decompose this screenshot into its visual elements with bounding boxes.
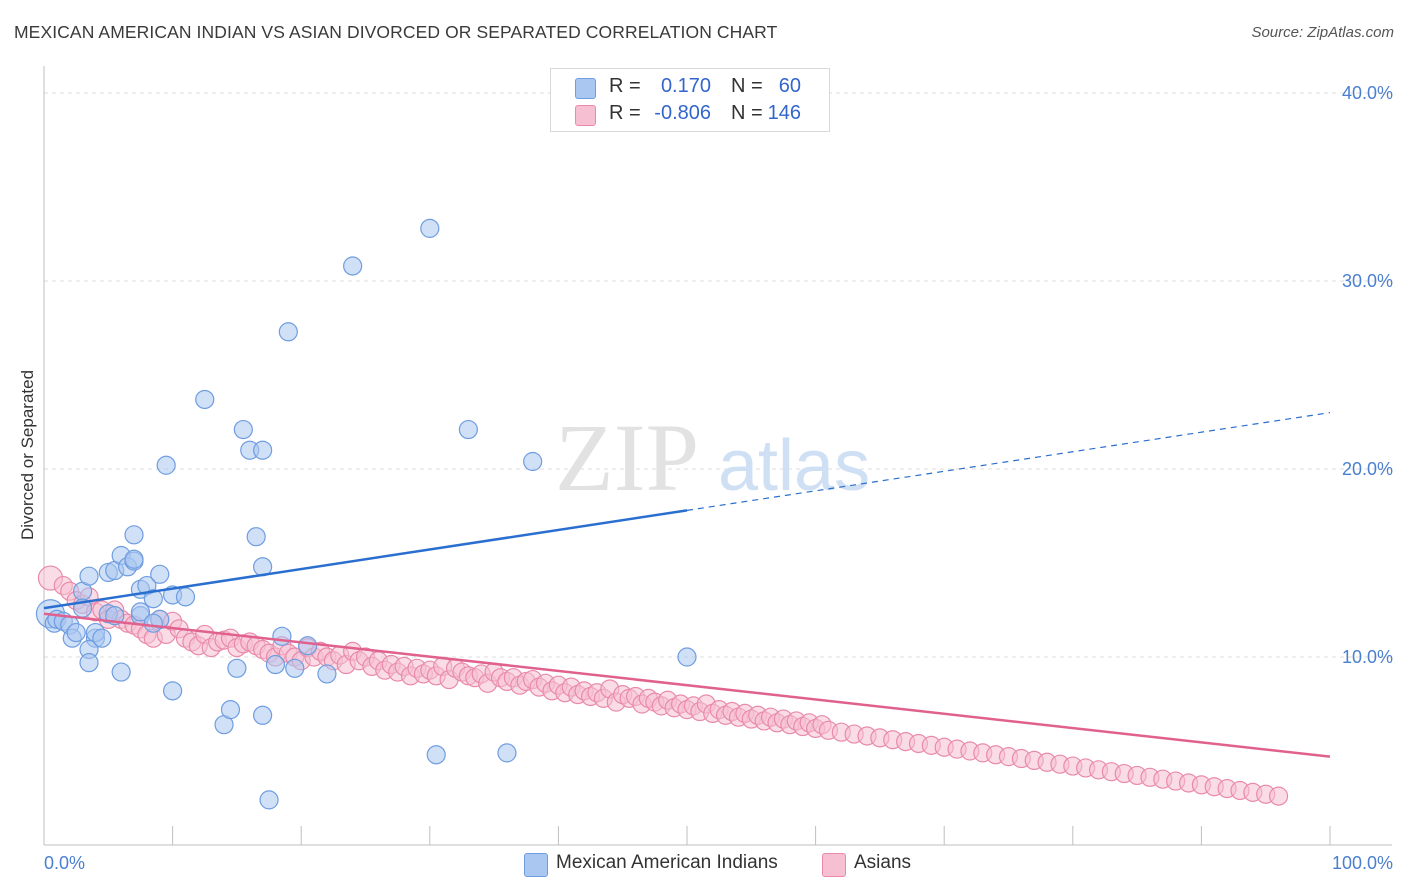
- y-tick-label: 10.0%: [1342, 647, 1393, 667]
- legend-n-value: 146: [767, 102, 801, 124]
- legend-n-label: N =: [731, 102, 763, 124]
- trend-line-asian: [43, 612, 1331, 758]
- trend-line-mexican-extrapolated: [686, 412, 1331, 511]
- y-tick-label: 20.0%: [1342, 459, 1393, 479]
- axes: [43, 66, 1392, 846]
- y-axis-title: Divorced or Separated: [18, 370, 37, 540]
- trend-lines: [43, 412, 1331, 758]
- data-point: [317, 664, 337, 684]
- data-point: [285, 658, 305, 678]
- legend-swatch-mexican: [575, 78, 596, 99]
- data-point: [426, 745, 446, 765]
- legend-label: Asians: [854, 852, 912, 873]
- trend-line-mexican: [43, 509, 688, 610]
- legend-label: Mexican American Indians: [556, 852, 778, 873]
- source-label: Source: ZipAtlas.com: [1251, 24, 1394, 41]
- data-point: [227, 658, 247, 678]
- legend-swatch: [524, 853, 548, 877]
- data-point: [265, 654, 286, 675]
- chart-title: MEXICAN AMERICAN INDIAN VS ASIAN DIVORCE…: [14, 22, 778, 42]
- data-point: [298, 636, 318, 656]
- data-point: [677, 647, 697, 667]
- data-point: [143, 589, 163, 609]
- data-point: [246, 527, 266, 547]
- watermark: ZIP atlas: [555, 404, 870, 511]
- data-point: [497, 743, 517, 763]
- data-point: [79, 653, 99, 673]
- x-tick-label: 0.0%: [44, 853, 85, 873]
- legend-n-value: 60: [778, 75, 801, 97]
- data-point: [253, 705, 273, 725]
- data-point: [66, 622, 86, 643]
- mexican-american-indians-points: [35, 218, 697, 810]
- data-point: [111, 662, 131, 682]
- y-tick-label: 30.0%: [1342, 271, 1393, 291]
- data-point: [253, 440, 273, 460]
- data-point: [343, 256, 363, 276]
- legend-r-label: R =: [609, 102, 641, 124]
- data-point: [92, 628, 112, 648]
- watermark-atlas: atlas: [718, 426, 870, 506]
- data-point: [124, 549, 144, 569]
- data-point: [259, 790, 279, 810]
- data-point: [233, 419, 253, 440]
- data-point: [523, 451, 543, 472]
- data-point: [79, 566, 99, 586]
- legend-r-label: R =: [609, 75, 641, 97]
- legend-n-label: N =: [731, 75, 763, 97]
- legend-swatch-asian: [575, 105, 596, 126]
- data-point: [195, 389, 215, 410]
- legend-row-mexican: R = 0.170 N = 60: [551, 75, 829, 101]
- x-tick-label: 100.0%: [1332, 853, 1393, 873]
- data-point: [1268, 786, 1289, 806]
- y-tick-label: 40.0%: [1342, 83, 1393, 103]
- data-point: [143, 613, 163, 633]
- watermark-zip: ZIP: [555, 404, 699, 511]
- asians-points: [37, 565, 1289, 806]
- data-point: [420, 218, 440, 238]
- data-point: [124, 525, 144, 545]
- data-point: [220, 700, 241, 720]
- legend-row-asian: R = -0.806 N = 146: [551, 102, 829, 128]
- grid-lines: [44, 92, 1392, 658]
- tick-labels: 10.0% 20.0% 30.0% 40.0% 0.0% 100.0%: [44, 83, 1393, 873]
- data-point: [150, 564, 170, 584]
- data-point: [156, 455, 176, 475]
- data-point: [130, 602, 151, 622]
- data-point: [272, 626, 292, 646]
- legend-swatch: [822, 853, 846, 877]
- data-point: [163, 681, 183, 701]
- data-point: [175, 587, 196, 607]
- legend-r-value: 0.170: [660, 75, 711, 97]
- data-point: [458, 419, 478, 440]
- legend-r-value: -0.806: [654, 102, 711, 124]
- data-point: [278, 322, 298, 342]
- correlation-legend: R = 0.170 N = 60 R = -0.806 N = 146: [550, 68, 830, 132]
